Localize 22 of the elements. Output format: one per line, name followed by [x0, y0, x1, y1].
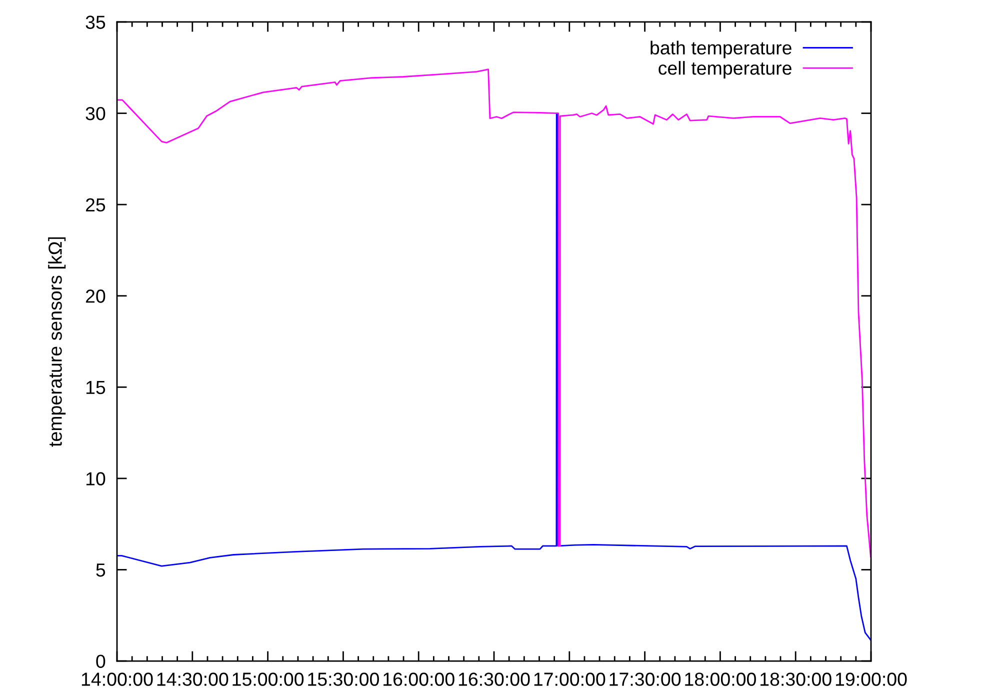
y-tick-label: 15 [86, 381, 106, 394]
x-tick-label: 15:30:00 [308, 672, 379, 686]
x-tick-label: 19:00:00 [836, 672, 907, 686]
y-tick-label: 20 [86, 290, 106, 303]
y-tick-label: 5 [96, 564, 106, 577]
y-axis-title: temperature sensors [kΩ] [48, 237, 66, 447]
y-tick-label: 35 [86, 16, 106, 29]
x-tick-label: 17:30:00 [610, 672, 681, 686]
x-tick-label: 18:30:00 [760, 672, 832, 686]
y-tick-label: 30 [86, 106, 106, 120]
x-tick-label: 14:30:00 [157, 672, 228, 686]
legend-label: cell temperature [658, 61, 792, 78]
x-tick-label: 14:00:00 [82, 672, 153, 686]
y-tick-label: 25 [86, 198, 106, 212]
legend-label: bath temperature [650, 40, 792, 58]
x-tick-label: 15:00:00 [232, 672, 304, 686]
y-tick-label: 10 [86, 472, 106, 486]
x-tick-label: 17:00:00 [534, 672, 606, 686]
x-tick-label: 16:30:00 [458, 672, 530, 686]
y-tick-label: 0 [96, 654, 106, 668]
x-tick-label: 18:00:00 [685, 672, 756, 686]
x-tick-label: 16:00:00 [384, 672, 454, 686]
